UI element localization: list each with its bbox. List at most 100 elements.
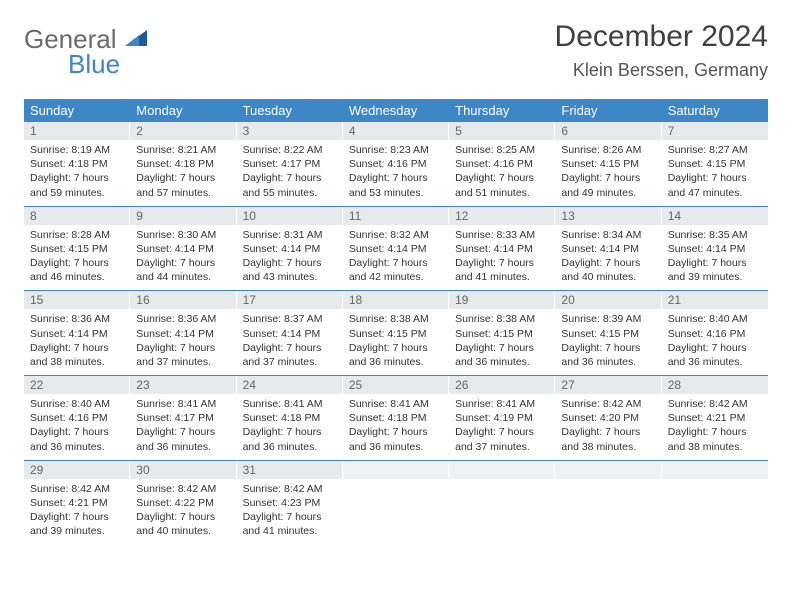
day-number: 3 bbox=[237, 122, 343, 140]
calendar-day-cell: 23Sunrise: 8:41 AMSunset: 4:17 PMDayligh… bbox=[130, 376, 236, 461]
day-number: 10 bbox=[237, 207, 343, 225]
day-number: 15 bbox=[24, 291, 130, 309]
day-content: Sunrise: 8:40 AMSunset: 4:16 PMDaylight:… bbox=[662, 309, 768, 375]
weekday-header: Monday bbox=[130, 99, 236, 122]
calendar-day-cell: 6Sunrise: 8:26 AMSunset: 4:15 PMDaylight… bbox=[555, 122, 661, 206]
day-number: 30 bbox=[130, 461, 236, 479]
day-content: Sunrise: 8:26 AMSunset: 4:15 PMDaylight:… bbox=[555, 140, 661, 206]
month-title: December 2024 bbox=[555, 20, 768, 54]
calendar-day-cell: 12Sunrise: 8:33 AMSunset: 4:14 PMDayligh… bbox=[449, 206, 555, 291]
day-number: 22 bbox=[24, 376, 130, 394]
day-number-empty bbox=[343, 461, 449, 479]
logo-blue: Blue bbox=[68, 51, 147, 77]
calendar-week-row: 1Sunrise: 8:19 AMSunset: 4:18 PMDaylight… bbox=[24, 122, 768, 206]
calendar-day-cell: 26Sunrise: 8:41 AMSunset: 4:19 PMDayligh… bbox=[449, 376, 555, 461]
day-number: 1 bbox=[24, 122, 130, 140]
logo-triangle-icon bbox=[125, 35, 147, 52]
calendar-day-cell: 13Sunrise: 8:34 AMSunset: 4:14 PMDayligh… bbox=[555, 206, 661, 291]
calendar-day-cell: 15Sunrise: 8:36 AMSunset: 4:14 PMDayligh… bbox=[24, 291, 130, 376]
day-content-empty bbox=[662, 479, 768, 535]
calendar-day-cell: 29Sunrise: 8:42 AMSunset: 4:21 PMDayligh… bbox=[24, 460, 130, 544]
day-content: Sunrise: 8:37 AMSunset: 4:14 PMDaylight:… bbox=[237, 309, 343, 375]
day-number: 9 bbox=[130, 207, 236, 225]
day-number: 29 bbox=[24, 461, 130, 479]
day-number: 24 bbox=[237, 376, 343, 394]
day-content: Sunrise: 8:27 AMSunset: 4:15 PMDaylight:… bbox=[662, 140, 768, 206]
day-number-empty bbox=[555, 461, 661, 479]
day-content: Sunrise: 8:19 AMSunset: 4:18 PMDaylight:… bbox=[24, 140, 130, 206]
calendar-week-row: 22Sunrise: 8:40 AMSunset: 4:16 PMDayligh… bbox=[24, 376, 768, 461]
day-content: Sunrise: 8:41 AMSunset: 4:17 PMDaylight:… bbox=[130, 394, 236, 460]
day-content: Sunrise: 8:42 AMSunset: 4:20 PMDaylight:… bbox=[555, 394, 661, 460]
day-content: Sunrise: 8:36 AMSunset: 4:14 PMDaylight:… bbox=[24, 309, 130, 375]
day-number: 31 bbox=[237, 461, 343, 479]
weekday-header: Tuesday bbox=[237, 99, 343, 122]
day-content: Sunrise: 8:38 AMSunset: 4:15 PMDaylight:… bbox=[449, 309, 555, 375]
calendar-day-cell: 2Sunrise: 8:21 AMSunset: 4:18 PMDaylight… bbox=[130, 122, 236, 206]
calendar-day-cell: 5Sunrise: 8:25 AMSunset: 4:16 PMDaylight… bbox=[449, 122, 555, 206]
weekday-header: Wednesday bbox=[343, 99, 449, 122]
day-number: 19 bbox=[449, 291, 555, 309]
calendar-day-cell: 18Sunrise: 8:38 AMSunset: 4:15 PMDayligh… bbox=[343, 291, 449, 376]
calendar-day-cell: 17Sunrise: 8:37 AMSunset: 4:14 PMDayligh… bbox=[237, 291, 343, 376]
day-number: 17 bbox=[237, 291, 343, 309]
day-content: Sunrise: 8:21 AMSunset: 4:18 PMDaylight:… bbox=[130, 140, 236, 206]
calendar-day-cell: 8Sunrise: 8:28 AMSunset: 4:15 PMDaylight… bbox=[24, 206, 130, 291]
calendar-day-cell: 1Sunrise: 8:19 AMSunset: 4:18 PMDaylight… bbox=[24, 122, 130, 206]
calendar-head: SundayMondayTuesdayWednesdayThursdayFrid… bbox=[24, 99, 768, 122]
calendar-day-cell: 14Sunrise: 8:35 AMSunset: 4:14 PMDayligh… bbox=[662, 206, 768, 291]
day-number: 25 bbox=[343, 376, 449, 394]
day-content: Sunrise: 8:38 AMSunset: 4:15 PMDaylight:… bbox=[343, 309, 449, 375]
day-content: Sunrise: 8:40 AMSunset: 4:16 PMDaylight:… bbox=[24, 394, 130, 460]
day-number: 11 bbox=[343, 207, 449, 225]
day-number: 13 bbox=[555, 207, 661, 225]
weekday-header: Thursday bbox=[449, 99, 555, 122]
day-content-empty bbox=[449, 479, 555, 535]
day-content: Sunrise: 8:33 AMSunset: 4:14 PMDaylight:… bbox=[449, 225, 555, 291]
location: Klein Berssen, Germany bbox=[555, 60, 768, 81]
day-number: 5 bbox=[449, 122, 555, 140]
day-number: 4 bbox=[343, 122, 449, 140]
header: General Blue December 2024 Klein Berssen… bbox=[24, 20, 768, 81]
calendar-day-cell: 11Sunrise: 8:32 AMSunset: 4:14 PMDayligh… bbox=[343, 206, 449, 291]
day-number: 12 bbox=[449, 207, 555, 225]
calendar-day-cell: 4Sunrise: 8:23 AMSunset: 4:16 PMDaylight… bbox=[343, 122, 449, 206]
day-number: 18 bbox=[343, 291, 449, 309]
calendar-day-cell: 19Sunrise: 8:38 AMSunset: 4:15 PMDayligh… bbox=[449, 291, 555, 376]
day-content: Sunrise: 8:41 AMSunset: 4:18 PMDaylight:… bbox=[237, 394, 343, 460]
calendar-day-cell: 30Sunrise: 8:42 AMSunset: 4:22 PMDayligh… bbox=[130, 460, 236, 544]
calendar-day-cell: 31Sunrise: 8:42 AMSunset: 4:23 PMDayligh… bbox=[237, 460, 343, 544]
calendar-day-cell bbox=[662, 460, 768, 544]
day-content: Sunrise: 8:36 AMSunset: 4:14 PMDaylight:… bbox=[130, 309, 236, 375]
calendar-day-cell: 7Sunrise: 8:27 AMSunset: 4:15 PMDaylight… bbox=[662, 122, 768, 206]
day-number: 23 bbox=[130, 376, 236, 394]
calendar-day-cell: 22Sunrise: 8:40 AMSunset: 4:16 PMDayligh… bbox=[24, 376, 130, 461]
calendar-week-row: 29Sunrise: 8:42 AMSunset: 4:21 PMDayligh… bbox=[24, 460, 768, 544]
title-block: December 2024 Klein Berssen, Germany bbox=[555, 20, 768, 81]
day-number: 8 bbox=[24, 207, 130, 225]
weekday-header: Sunday bbox=[24, 99, 130, 122]
day-number: 2 bbox=[130, 122, 236, 140]
weekday-header: Friday bbox=[555, 99, 661, 122]
calendar-table: SundayMondayTuesdayWednesdayThursdayFrid… bbox=[24, 99, 768, 544]
day-content: Sunrise: 8:42 AMSunset: 4:23 PMDaylight:… bbox=[237, 479, 343, 545]
day-content: Sunrise: 8:42 AMSunset: 4:22 PMDaylight:… bbox=[130, 479, 236, 545]
calendar-day-cell: 28Sunrise: 8:42 AMSunset: 4:21 PMDayligh… bbox=[662, 376, 768, 461]
calendar-week-row: 15Sunrise: 8:36 AMSunset: 4:14 PMDayligh… bbox=[24, 291, 768, 376]
day-number: 21 bbox=[662, 291, 768, 309]
day-number: 7 bbox=[662, 122, 768, 140]
day-content: Sunrise: 8:22 AMSunset: 4:17 PMDaylight:… bbox=[237, 140, 343, 206]
day-content: Sunrise: 8:41 AMSunset: 4:18 PMDaylight:… bbox=[343, 394, 449, 460]
day-number-empty bbox=[449, 461, 555, 479]
calendar-day-cell bbox=[555, 460, 661, 544]
day-content: Sunrise: 8:30 AMSunset: 4:14 PMDaylight:… bbox=[130, 225, 236, 291]
day-number: 20 bbox=[555, 291, 661, 309]
calendar-day-cell: 16Sunrise: 8:36 AMSunset: 4:14 PMDayligh… bbox=[130, 291, 236, 376]
calendar-day-cell: 21Sunrise: 8:40 AMSunset: 4:16 PMDayligh… bbox=[662, 291, 768, 376]
day-content: Sunrise: 8:31 AMSunset: 4:14 PMDaylight:… bbox=[237, 225, 343, 291]
calendar-day-cell: 3Sunrise: 8:22 AMSunset: 4:17 PMDaylight… bbox=[237, 122, 343, 206]
day-number-empty bbox=[662, 461, 768, 479]
day-number: 27 bbox=[555, 376, 661, 394]
day-content: Sunrise: 8:23 AMSunset: 4:16 PMDaylight:… bbox=[343, 140, 449, 206]
logo: General Blue bbox=[24, 20, 147, 77]
